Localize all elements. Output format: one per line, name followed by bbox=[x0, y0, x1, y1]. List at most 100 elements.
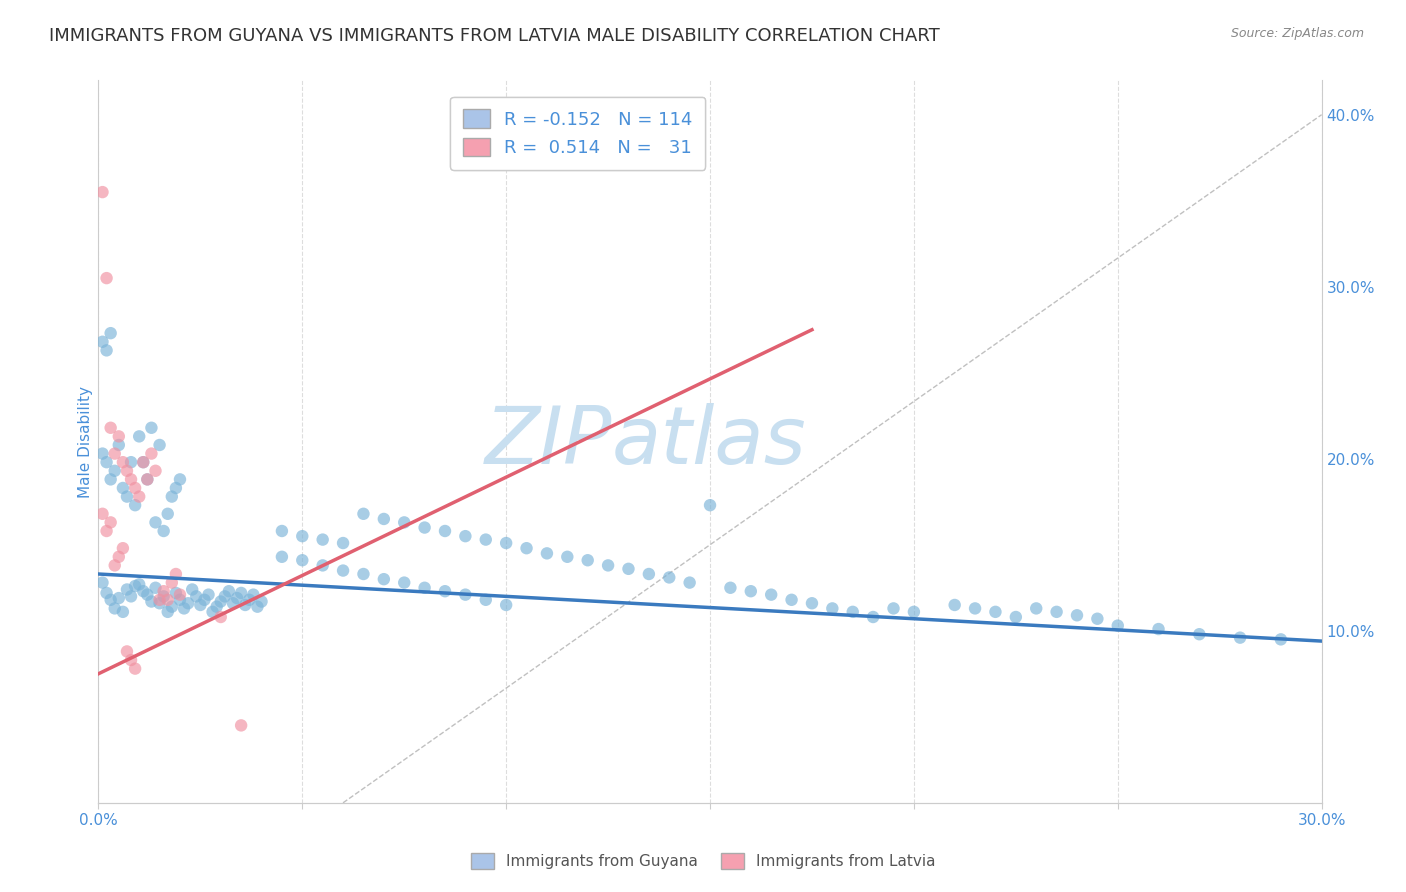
Point bbox=[238, 592, 260, 607]
Point bbox=[474, 533, 498, 547]
Point bbox=[136, 472, 159, 486]
Point bbox=[193, 592, 215, 607]
Point bbox=[821, 601, 844, 615]
Point bbox=[222, 596, 245, 610]
Point bbox=[104, 464, 127, 478]
Point bbox=[96, 586, 118, 600]
Point bbox=[173, 601, 195, 615]
Point bbox=[226, 591, 249, 606]
Point bbox=[270, 524, 294, 538]
Point bbox=[149, 438, 172, 452]
Point bbox=[152, 584, 174, 599]
Point bbox=[233, 598, 256, 612]
Point bbox=[312, 533, 335, 547]
Point bbox=[231, 718, 253, 732]
Point bbox=[495, 598, 517, 612]
Text: IMMIGRANTS FROM GUYANA VS IMMIGRANTS FROM LATVIA MALE DISABILITY CORRELATION CHA: IMMIGRANTS FROM GUYANA VS IMMIGRANTS FRO… bbox=[49, 27, 941, 45]
Point bbox=[108, 591, 131, 606]
Point bbox=[120, 590, 142, 604]
Point bbox=[903, 605, 925, 619]
Point bbox=[124, 498, 146, 512]
Point bbox=[242, 588, 264, 602]
Point bbox=[332, 536, 354, 550]
Point bbox=[120, 653, 142, 667]
Point bbox=[1147, 622, 1170, 636]
Point bbox=[679, 575, 702, 590]
Point bbox=[91, 185, 114, 199]
Point bbox=[205, 599, 228, 614]
Point bbox=[373, 512, 395, 526]
Point bbox=[536, 546, 558, 560]
Point bbox=[197, 588, 219, 602]
Point bbox=[132, 455, 155, 469]
Point bbox=[100, 472, 122, 486]
Point bbox=[965, 601, 987, 615]
Legend: R = -0.152   N = 114, R =  0.514   N =   31: R = -0.152 N = 114, R = 0.514 N = 31 bbox=[450, 96, 706, 169]
Point bbox=[740, 584, 762, 599]
Point bbox=[96, 271, 118, 285]
Point bbox=[699, 498, 721, 512]
Point bbox=[181, 582, 204, 597]
Point bbox=[352, 507, 374, 521]
Point bbox=[413, 520, 436, 534]
Point bbox=[91, 575, 114, 590]
Point bbox=[1025, 601, 1047, 615]
Point bbox=[413, 581, 436, 595]
Point bbox=[495, 536, 517, 550]
Point bbox=[291, 529, 314, 543]
Point bbox=[291, 553, 314, 567]
Point bbox=[169, 592, 191, 607]
Point bbox=[145, 516, 167, 530]
Point bbox=[100, 326, 122, 340]
Point bbox=[108, 438, 131, 452]
Point bbox=[160, 490, 183, 504]
Point bbox=[434, 584, 457, 599]
Point bbox=[160, 599, 183, 614]
Point bbox=[373, 572, 395, 586]
Point bbox=[128, 429, 150, 443]
Point bbox=[111, 455, 134, 469]
Point bbox=[617, 562, 640, 576]
Point bbox=[91, 446, 114, 460]
Point bbox=[516, 541, 538, 556]
Point bbox=[149, 596, 172, 610]
Point bbox=[555, 549, 579, 564]
Point bbox=[100, 421, 122, 435]
Point bbox=[156, 592, 179, 607]
Point bbox=[392, 575, 416, 590]
Point bbox=[761, 588, 783, 602]
Point bbox=[136, 588, 159, 602]
Point bbox=[115, 582, 138, 597]
Point bbox=[145, 581, 167, 595]
Point bbox=[165, 586, 187, 600]
Point bbox=[111, 541, 134, 556]
Point bbox=[108, 549, 131, 564]
Point bbox=[1066, 608, 1088, 623]
Point bbox=[1085, 612, 1108, 626]
Point bbox=[120, 472, 142, 486]
Point bbox=[984, 605, 1007, 619]
Point bbox=[883, 601, 905, 615]
Point bbox=[156, 507, 179, 521]
Point bbox=[312, 558, 335, 573]
Point bbox=[780, 592, 803, 607]
Point bbox=[169, 472, 191, 486]
Point bbox=[141, 421, 163, 435]
Point bbox=[124, 662, 146, 676]
Point bbox=[104, 446, 127, 460]
Point bbox=[943, 598, 966, 612]
Point bbox=[1107, 618, 1129, 632]
Point bbox=[111, 605, 134, 619]
Text: Source: ZipAtlas.com: Source: ZipAtlas.com bbox=[1230, 27, 1364, 40]
Point bbox=[152, 524, 174, 538]
Point bbox=[132, 584, 155, 599]
Point bbox=[801, 596, 824, 610]
Point bbox=[862, 610, 884, 624]
Point bbox=[434, 524, 457, 538]
Point bbox=[100, 592, 122, 607]
Point bbox=[115, 464, 138, 478]
Y-axis label: Male Disability: Male Disability bbox=[77, 385, 93, 498]
Point bbox=[186, 590, 208, 604]
Point bbox=[104, 601, 127, 615]
Point bbox=[165, 567, 187, 582]
